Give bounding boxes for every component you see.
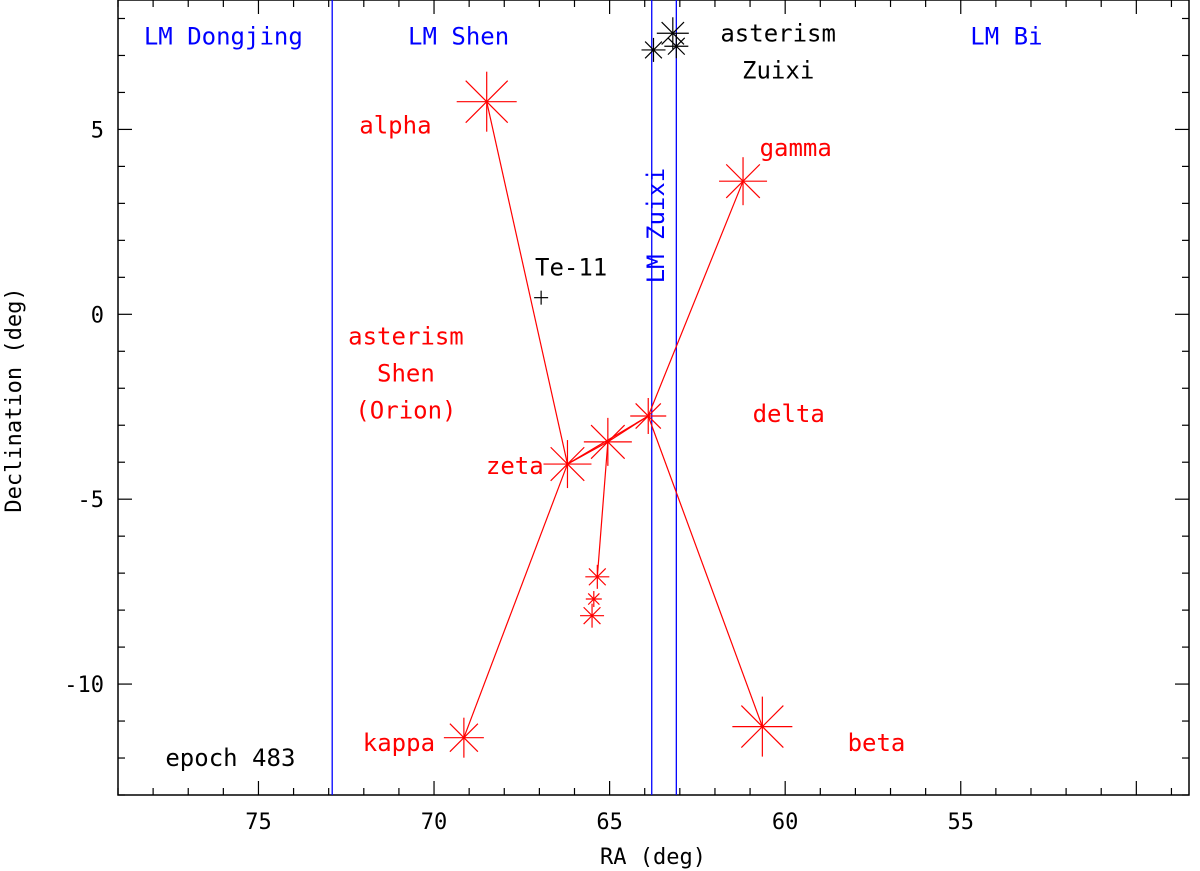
te11-marker [534, 290, 549, 305]
marker-stroke [667, 37, 686, 56]
asterism-lines [463, 101, 763, 738]
y-axis-title: Declination (deg) [2, 287, 27, 512]
mansion-label: LM Shen [408, 22, 509, 50]
chart-labels: LM Dongjing LM Shen LM Bi LM Zuixi alpha gamm… [144, 19, 1043, 772]
marker-stroke [587, 592, 600, 606]
marker-stroke [590, 424, 626, 460]
annotation-label: epoch 483 [165, 744, 295, 772]
marker-stroke [588, 568, 607, 586]
star-marker-zeta [543, 440, 592, 489]
marker-stroke [661, 21, 685, 45]
annotation-label: asterism [720, 19, 836, 47]
star-label-delta: delta [753, 400, 825, 428]
y-tick-label: -5 [78, 488, 105, 513]
te11-label: Te-11 [535, 254, 607, 282]
plot-frame [117, 0, 1190, 796]
star-markers [443, 17, 793, 758]
y-tick-label: 0 [91, 303, 104, 328]
star-marker-kappa [443, 717, 484, 758]
annotation-label: asterism [348, 322, 464, 350]
zuixi-star-marker [656, 17, 689, 50]
marker-stroke [725, 163, 761, 199]
x-axis-title: RA (deg) [600, 845, 706, 870]
star-marker-gamma [719, 157, 768, 206]
marker-stroke [449, 723, 479, 753]
mansion-label: LM Zuixi [642, 168, 670, 284]
marker-stroke [465, 80, 509, 124]
star-marker-sword-3 [580, 603, 605, 628]
asterism-line [463, 463, 569, 738]
annotation-label: (Orion) [355, 396, 456, 424]
marker-stroke [583, 606, 601, 625]
star-marker-sword-1 [585, 564, 610, 589]
star-marker-delta [630, 397, 667, 434]
star-marker-epsilon [583, 417, 632, 466]
marker-stroke [740, 705, 784, 749]
star-label-beta: beta [848, 729, 906, 757]
asterism-line [607, 415, 649, 443]
marker-stroke [644, 41, 663, 59]
x-tick-label: 70 [421, 810, 448, 835]
mansion-boundaries [331, 0, 677, 795]
mansion-label: LM Bi [970, 22, 1042, 50]
y-tick-label: 5 [91, 118, 104, 143]
x-tick-label: 60 [772, 810, 799, 835]
star-label-alpha: alpha [359, 112, 431, 140]
x-tick-label: 75 [245, 810, 272, 835]
x-tick-label: 65 [596, 810, 623, 835]
star-label-kappa: kappa [363, 729, 435, 757]
x-tick-label: 55 [948, 810, 975, 835]
star-marker-alpha [456, 71, 517, 132]
asterism-line [486, 101, 569, 465]
asterism-line [647, 180, 744, 417]
marker-stroke [635, 402, 662, 430]
star-label-zeta: zeta [486, 452, 544, 480]
marker-stroke [550, 446, 585, 482]
asterism-line [596, 441, 609, 577]
star-marker-sword-2 [585, 591, 602, 608]
y-tick-label: -10 [64, 673, 104, 698]
zuixi-star-marker [664, 34, 689, 59]
star-label-gamma: gamma [760, 134, 832, 162]
zuixi-star-marker [641, 37, 666, 62]
star-marker-beta [732, 696, 793, 757]
annotation-label: Zuixi [742, 56, 814, 84]
annotation-label: Shen [377, 359, 435, 387]
mansion-label: LM Dongjing [144, 22, 303, 50]
asterism-line [647, 415, 763, 727]
